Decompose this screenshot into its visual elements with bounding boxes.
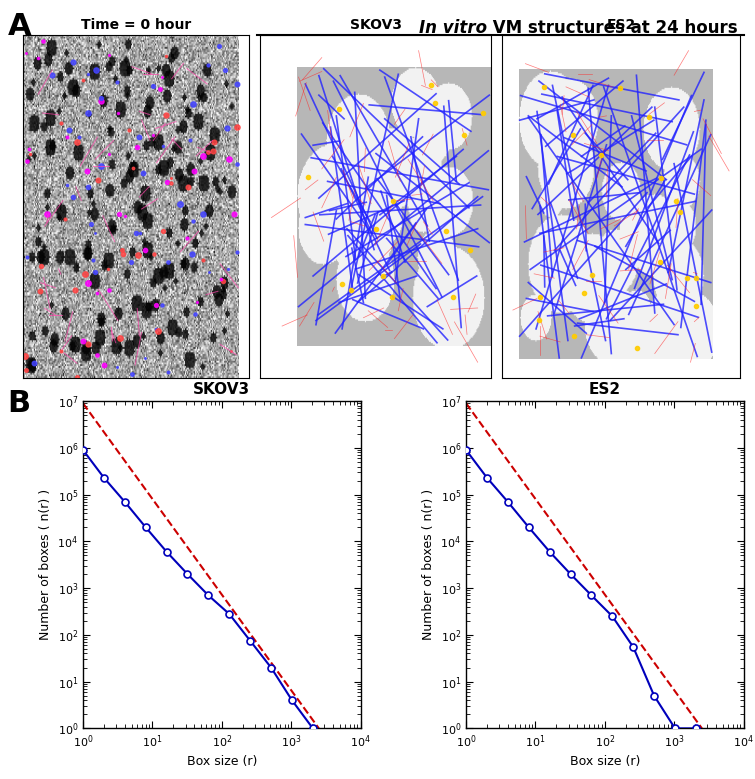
Y-axis label: Number of boxes ( n(r) ): Number of boxes ( n(r) )	[422, 489, 435, 640]
X-axis label: Box size (r): Box size (r)	[186, 756, 257, 768]
X-axis label: Box size (r): Box size (r)	[570, 756, 640, 768]
Text: In vitro: In vitro	[419, 19, 487, 37]
Title: SKOV3: SKOV3	[193, 382, 251, 397]
Title: ES2: ES2	[606, 19, 636, 33]
Text: B: B	[8, 390, 31, 418]
Title: Time = 0 hour: Time = 0 hour	[81, 19, 191, 33]
Text: VM structures at 24 hours: VM structures at 24 hours	[487, 19, 738, 37]
Title: SKOV3: SKOV3	[350, 19, 402, 33]
Title: ES2: ES2	[589, 382, 621, 397]
Y-axis label: Number of boxes ( n(r) ): Number of boxes ( n(r) )	[39, 489, 52, 640]
Text: A: A	[8, 12, 31, 41]
